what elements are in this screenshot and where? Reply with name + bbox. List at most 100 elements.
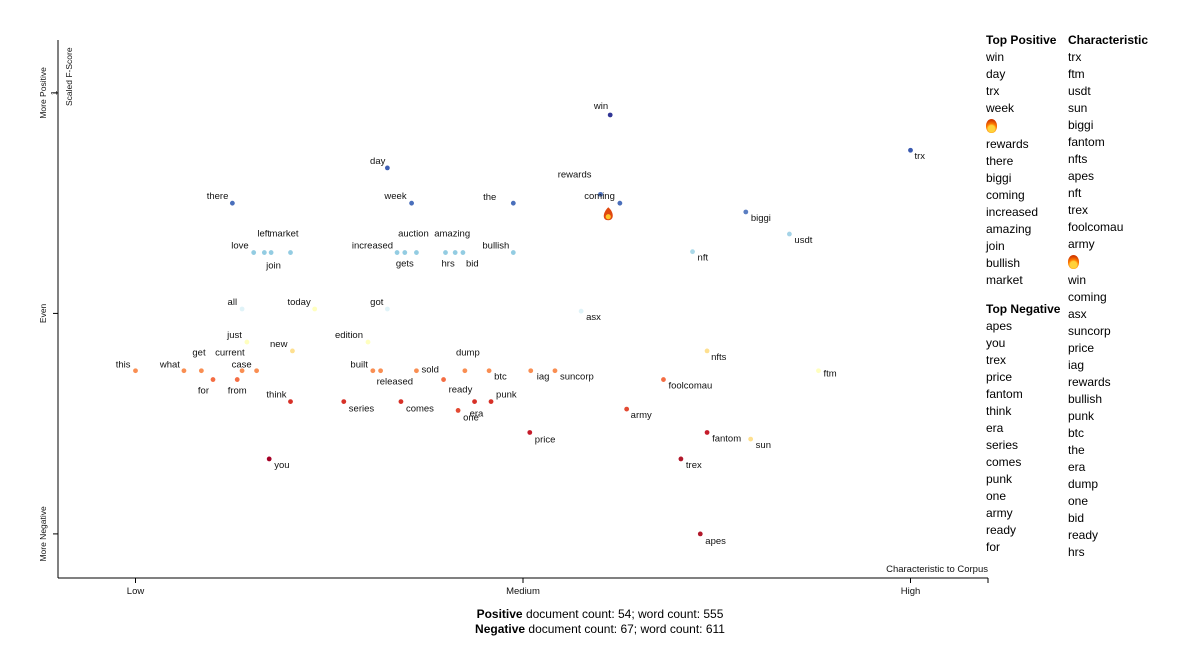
point-day[interactable] [384, 165, 390, 171]
characteristic-item[interactable]: bullish [1068, 392, 1103, 406]
point-sold[interactable] [414, 368, 419, 374]
top-positive-item[interactable]: rewards [986, 137, 1029, 151]
point-label[interactable]: what [159, 360, 180, 371]
point-biggi[interactable] [743, 209, 749, 215]
point-market[interactable] [288, 250, 293, 255]
top-negative-item[interactable]: fantom [986, 387, 1023, 401]
point-label[interactable]: case [232, 360, 252, 371]
top-negative-item[interactable]: you [986, 336, 1006, 350]
point-label[interactable]: army [631, 410, 652, 421]
point-current[interactable] [239, 368, 245, 374]
top-negative-item[interactable]: one [986, 489, 1007, 503]
point-label[interactable]: get [192, 348, 206, 359]
characteristic-item[interactable]: trx [1068, 50, 1082, 64]
point-bullish[interactable] [510, 250, 516, 255]
point-label[interactable]: rewards [558, 169, 592, 180]
point-just[interactable] [244, 339, 250, 345]
point-fantom[interactable] [704, 430, 710, 435]
point-label[interactable]: punk [496, 390, 517, 401]
top-negative-item[interactable]: price [986, 370, 1013, 384]
characteristic-item[interactable]: nfts [1068, 152, 1088, 166]
point-gets[interactable] [402, 250, 408, 255]
point-built[interactable] [370, 368, 376, 374]
point-label[interactable]: love [231, 241, 248, 252]
characteristic-item[interactable]: iag [1068, 358, 1085, 372]
point-win[interactable] [607, 112, 613, 118]
top-negative-item[interactable]: punk [986, 472, 1013, 486]
point-label[interactable]: bid [466, 259, 479, 270]
point-label[interactable]: nfts [711, 352, 727, 363]
characteristic-item[interactable]: ready [1068, 528, 1099, 542]
point-there[interactable] [229, 200, 235, 206]
point-label[interactable]: current [215, 348, 245, 359]
point-label[interactable]: nft [698, 253, 709, 264]
characteristic-item[interactable]: biggi [1068, 118, 1094, 132]
point-label[interactable]: this [116, 360, 131, 371]
point-label[interactable]: usdt [794, 235, 812, 246]
point-got[interactable] [384, 306, 390, 312]
characteristic-fire-item[interactable] [1068, 253, 1148, 272]
point-label[interactable]: price [535, 434, 556, 445]
characteristic-item[interactable]: bid [1068, 511, 1085, 525]
point-released[interactable] [378, 368, 383, 374]
point-label[interactable]: auction [398, 229, 429, 240]
point-label[interactable]: sold [421, 365, 438, 376]
top-positive-item[interactable]: amazing [986, 222, 1032, 236]
point-this[interactable] [133, 368, 138, 374]
point-asx[interactable] [578, 308, 584, 314]
characteristic-item[interactable]: fantom [1068, 135, 1105, 149]
point-rewards[interactable] [598, 191, 603, 197]
point-today[interactable] [312, 306, 318, 312]
point-label[interactable]: there [207, 191, 229, 202]
point-edition[interactable] [365, 339, 371, 345]
point-label[interactable]: comes [406, 404, 434, 415]
point-label[interactable]: got [370, 297, 384, 308]
point-label[interactable]: the [483, 192, 496, 203]
characteristic-item[interactable]: suncorp [1068, 324, 1111, 338]
point-label[interactable]: ftm [823, 369, 836, 380]
point-label[interactable]: market [270, 229, 299, 240]
point-nft[interactable] [690, 249, 695, 255]
point-ftm[interactable] [816, 368, 821, 374]
point-increased[interactable] [394, 250, 400, 255]
point-for[interactable] [210, 377, 216, 382]
point-get[interactable] [198, 368, 204, 374]
characteristic-item[interactable]: dump [1068, 477, 1099, 491]
point-ready[interactable] [441, 377, 446, 382]
point-label[interactable]: for [198, 386, 209, 397]
point-label[interactable]: today [287, 297, 310, 308]
top-negative-item[interactable]: for [986, 540, 1001, 554]
top-negative-item[interactable]: trex [986, 353, 1007, 367]
point-week[interactable] [409, 200, 414, 206]
point-label[interactable]: sun [756, 440, 771, 451]
point-label[interactable]: trx [915, 151, 926, 162]
point-one[interactable] [455, 408, 461, 413]
point-join[interactable] [268, 250, 274, 255]
point-trex[interactable] [678, 456, 684, 462]
point-series[interactable] [341, 399, 347, 405]
point-new[interactable] [290, 348, 295, 354]
characteristic-item[interactable]: rewards [1068, 375, 1111, 389]
top-negative-item[interactable]: comes [986, 455, 1022, 469]
point-suncorp[interactable] [552, 368, 558, 374]
characteristic-item[interactable]: trex [1068, 203, 1089, 217]
point-label[interactable]: iag [537, 372, 550, 383]
point-label[interactable]: coming [584, 191, 615, 202]
point-label[interactable]: week [383, 191, 406, 202]
point-army[interactable] [624, 406, 630, 412]
characteristic-item[interactable]: sun [1068, 101, 1088, 115]
point-love[interactable] [251, 250, 257, 255]
point-left[interactable] [261, 250, 267, 255]
point-label[interactable]: btc [494, 372, 507, 383]
characteristic-item[interactable]: price [1068, 341, 1095, 355]
point-label[interactable]: ready [449, 385, 473, 396]
point-case[interactable] [254, 368, 259, 374]
point-label[interactable]: win [593, 101, 608, 112]
point-the[interactable] [510, 200, 516, 206]
point-label[interactable]: suncorp [560, 372, 594, 383]
point-trx[interactable] [908, 147, 913, 153]
point-label[interactable]: you [274, 460, 289, 471]
point-punk[interactable] [488, 399, 494, 405]
top-positive-item[interactable]: market [986, 273, 1023, 287]
point-label[interactable]: all [228, 297, 238, 308]
